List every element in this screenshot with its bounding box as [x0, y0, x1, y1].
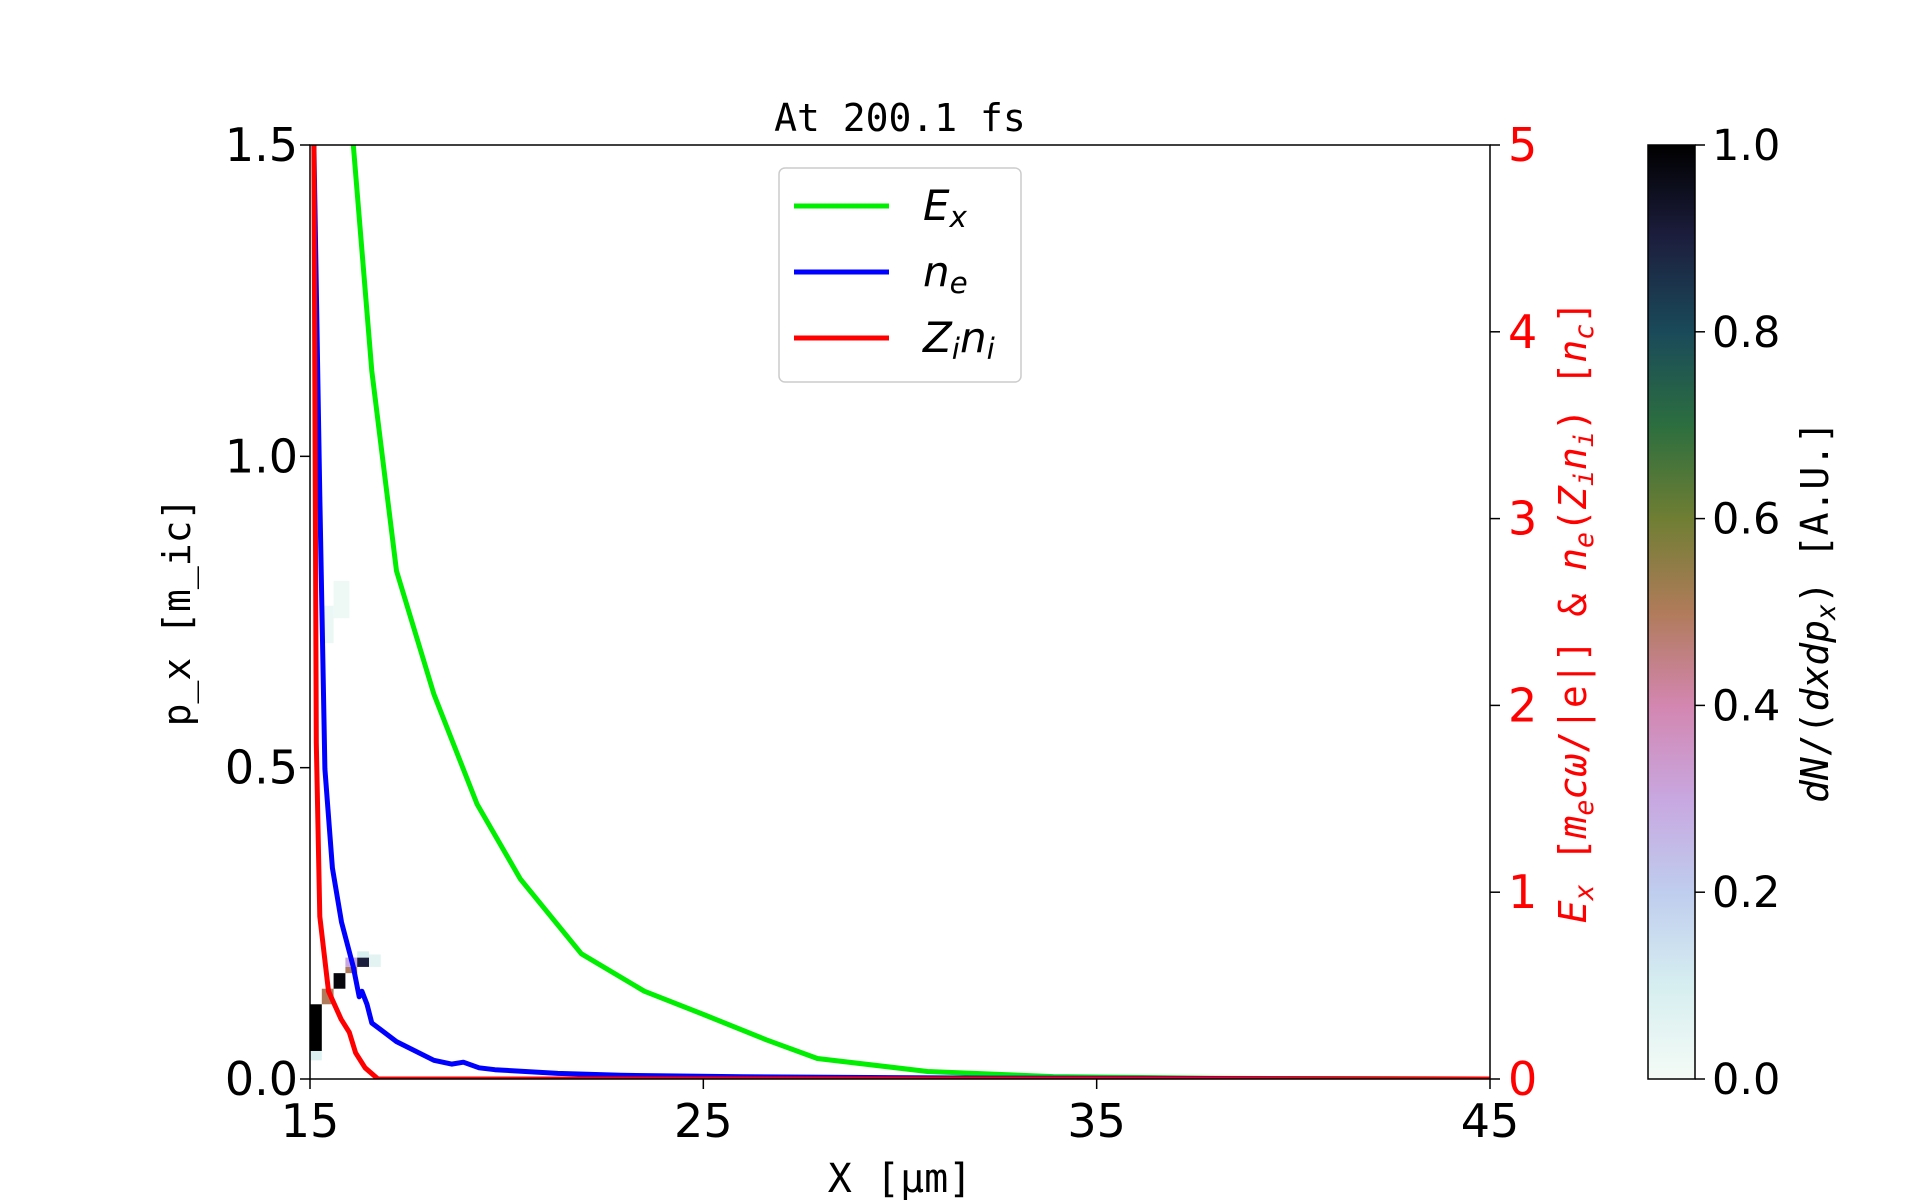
colorbar-label: dN/(dxdpx) [A.U.]	[1793, 421, 1842, 803]
y-left-tick-label: 0.5	[225, 741, 298, 795]
chart-title: At 200.1 fs	[774, 96, 1026, 140]
y-left-tick-label: 0.0	[225, 1052, 298, 1106]
y-right-tick-label: 4	[1508, 305, 1537, 359]
phase-space-heatmap	[310, 580, 381, 1061]
y-left-tick-label: 1.0	[225, 429, 298, 483]
x-tick-label: 35	[1067, 1094, 1126, 1148]
y-right-tick-label: 0	[1508, 1052, 1537, 1106]
plot-frame	[309, 144, 1491, 1080]
y-left-tick-label: 1.5	[225, 118, 298, 172]
x-tick-label: 25	[674, 1094, 733, 1148]
legend-label: ne	[923, 247, 968, 300]
y-right-tick-label: 5	[1508, 118, 1537, 172]
x-tick-label: 15	[281, 1094, 340, 1148]
heatmap-cell	[345, 966, 358, 974]
line-series	[311, 145, 1490, 1079]
heatmap-cell	[310, 1050, 322, 1061]
x-axis-label: X [μm]	[828, 1156, 973, 1200]
colorbar-tick-label: 0.8	[1712, 308, 1780, 358]
y-left-axis-label: p_x [m_ic]	[155, 498, 200, 727]
colorbar-tick-label: 0.0	[1712, 1055, 1780, 1105]
series-line-z_i-n_i	[311, 145, 1490, 1079]
y-right-axis-label: Ex [mecω/|e|] & ne(Zini) [nc]	[1551, 301, 1600, 923]
y-right-tick-label: 1	[1508, 865, 1537, 919]
legend-frame	[778, 167, 1022, 383]
heatmap-cell	[333, 973, 346, 989]
y-right-tick-label: 3	[1508, 492, 1537, 546]
legend-label: Zini	[922, 313, 996, 366]
colorbar-tick-label: 0.6	[1712, 495, 1780, 545]
heatmap-cell	[321, 605, 334, 644]
heatmap-cell	[310, 1004, 322, 1051]
series-line-n_e	[311, 145, 1490, 1079]
colorbar-gradient	[1647, 144, 1696, 1080]
heatmap-cell	[357, 957, 369, 967]
colorbar-tick-label: 0.4	[1712, 681, 1780, 731]
legend-label: Ex	[923, 181, 968, 234]
colorbar-tick-label: 1.0	[1712, 121, 1780, 171]
heatmap-cell	[321, 988, 334, 1005]
legend: Ex ne Zini	[778, 167, 1022, 383]
heatmap-cell	[357, 951, 369, 958]
heatmap-cell	[333, 580, 350, 619]
colorbar-tick-label: 0.2	[1712, 868, 1780, 918]
y-right-tick-label: 2	[1508, 678, 1537, 732]
colorbar: 0.0 0.2 0.4 0.6 0.8 1.0 dN/(dxdpx) [A.U.]	[1647, 121, 1842, 1105]
heatmap-cell	[369, 954, 381, 967]
series-line-e_x	[350, 145, 1490, 1079]
x-tick-label: 45	[1461, 1094, 1520, 1148]
